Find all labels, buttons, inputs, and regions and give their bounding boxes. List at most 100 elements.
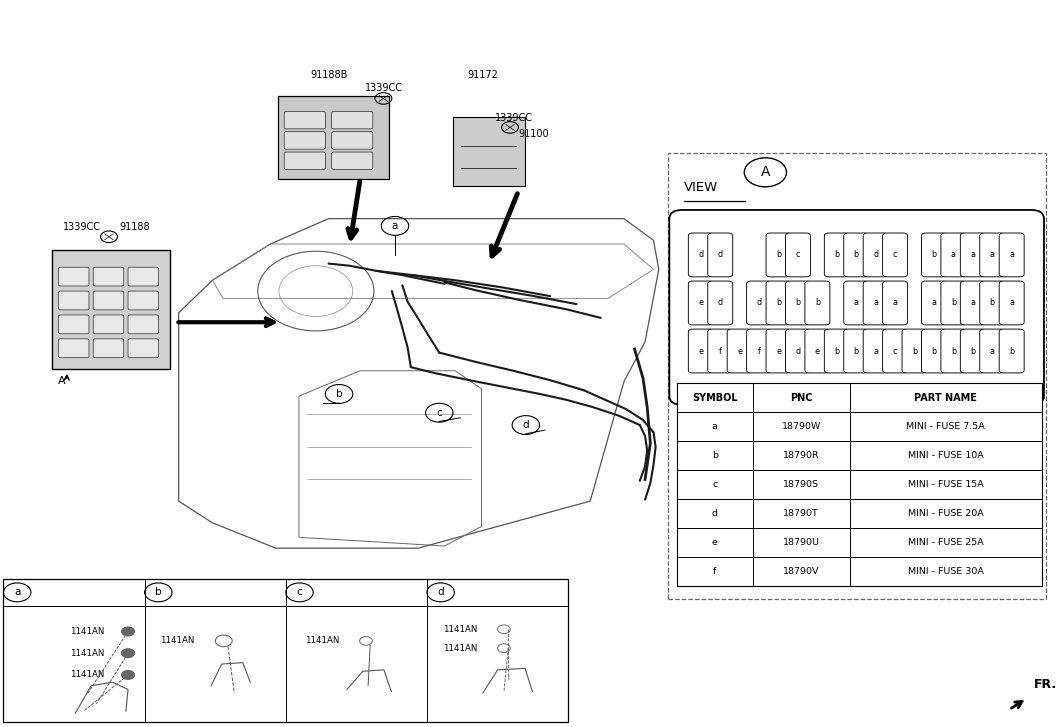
Text: MINI - FUSE 20A: MINI - FUSE 20A bbox=[908, 509, 983, 518]
FancyBboxPatch shape bbox=[94, 291, 123, 310]
FancyBboxPatch shape bbox=[882, 329, 908, 373]
Text: f: f bbox=[758, 347, 760, 356]
Text: b: b bbox=[795, 299, 800, 308]
FancyBboxPatch shape bbox=[128, 315, 158, 334]
FancyBboxPatch shape bbox=[284, 152, 325, 169]
FancyBboxPatch shape bbox=[960, 233, 985, 277]
FancyBboxPatch shape bbox=[58, 339, 89, 358]
Circle shape bbox=[121, 648, 134, 657]
FancyBboxPatch shape bbox=[58, 268, 89, 286]
Text: d: d bbox=[795, 347, 800, 356]
FancyBboxPatch shape bbox=[746, 281, 772, 325]
FancyBboxPatch shape bbox=[960, 329, 985, 373]
Text: FR.: FR. bbox=[1033, 678, 1057, 691]
Text: 91188: 91188 bbox=[119, 222, 150, 232]
FancyBboxPatch shape bbox=[453, 117, 525, 186]
FancyBboxPatch shape bbox=[844, 329, 868, 373]
FancyBboxPatch shape bbox=[941, 281, 966, 325]
Text: a: a bbox=[392, 221, 399, 231]
Text: 1141AN: 1141AN bbox=[70, 627, 104, 636]
FancyBboxPatch shape bbox=[128, 291, 158, 310]
Text: 1339CC: 1339CC bbox=[63, 222, 101, 232]
FancyBboxPatch shape bbox=[844, 281, 868, 325]
Text: a: a bbox=[971, 299, 976, 308]
Text: c: c bbox=[796, 250, 800, 260]
Text: a: a bbox=[951, 250, 956, 260]
Text: 1339CC: 1339CC bbox=[495, 113, 534, 123]
Text: MINI - FUSE 25A: MINI - FUSE 25A bbox=[908, 538, 983, 547]
FancyBboxPatch shape bbox=[689, 329, 713, 373]
Text: d: d bbox=[873, 250, 878, 260]
FancyBboxPatch shape bbox=[58, 291, 89, 310]
FancyBboxPatch shape bbox=[999, 281, 1024, 325]
FancyBboxPatch shape bbox=[844, 233, 868, 277]
Text: a: a bbox=[990, 347, 995, 356]
Text: 18790U: 18790U bbox=[782, 538, 820, 547]
FancyBboxPatch shape bbox=[332, 152, 373, 169]
FancyBboxPatch shape bbox=[824, 233, 849, 277]
Text: 18790R: 18790R bbox=[783, 451, 820, 460]
Text: a: a bbox=[971, 250, 976, 260]
FancyBboxPatch shape bbox=[708, 281, 732, 325]
Text: c: c bbox=[437, 408, 442, 418]
FancyBboxPatch shape bbox=[960, 281, 985, 325]
FancyBboxPatch shape bbox=[805, 281, 830, 325]
FancyBboxPatch shape bbox=[999, 329, 1024, 373]
FancyBboxPatch shape bbox=[708, 233, 732, 277]
FancyBboxPatch shape bbox=[941, 329, 966, 373]
Text: 1141AN: 1141AN bbox=[305, 636, 339, 646]
Text: VIEW: VIEW bbox=[685, 181, 719, 194]
Text: b: b bbox=[155, 587, 162, 598]
FancyBboxPatch shape bbox=[332, 132, 373, 149]
Text: d: d bbox=[757, 299, 762, 308]
Text: 18790T: 18790T bbox=[783, 509, 820, 518]
Text: 91188B: 91188B bbox=[310, 70, 348, 79]
Text: b: b bbox=[990, 299, 995, 308]
Text: b: b bbox=[776, 250, 781, 260]
Bar bbox=[3, 579, 568, 722]
Text: c: c bbox=[893, 347, 897, 356]
FancyBboxPatch shape bbox=[786, 329, 810, 373]
Text: a: a bbox=[1009, 299, 1014, 308]
FancyBboxPatch shape bbox=[708, 329, 732, 373]
FancyBboxPatch shape bbox=[882, 233, 908, 277]
Text: 91100: 91100 bbox=[519, 129, 550, 139]
FancyBboxPatch shape bbox=[863, 329, 889, 373]
FancyBboxPatch shape bbox=[980, 281, 1005, 325]
Text: b: b bbox=[776, 299, 781, 308]
Text: b: b bbox=[950, 299, 956, 308]
FancyBboxPatch shape bbox=[94, 315, 123, 334]
Text: 1141AN: 1141AN bbox=[70, 648, 104, 658]
Text: 1141AN: 1141AN bbox=[442, 643, 477, 653]
FancyBboxPatch shape bbox=[670, 210, 1044, 405]
FancyBboxPatch shape bbox=[980, 329, 1005, 373]
Text: a: a bbox=[873, 347, 878, 356]
FancyBboxPatch shape bbox=[766, 329, 791, 373]
Text: a: a bbox=[893, 299, 897, 308]
FancyBboxPatch shape bbox=[689, 281, 713, 325]
Text: 1141AN: 1141AN bbox=[161, 636, 195, 646]
Text: 91172: 91172 bbox=[468, 70, 499, 79]
Text: b: b bbox=[336, 389, 342, 399]
Text: PART NAME: PART NAME bbox=[914, 393, 977, 403]
Text: a: a bbox=[1009, 250, 1014, 260]
Text: b: b bbox=[854, 347, 859, 356]
Text: MINI - FUSE 7.5A: MINI - FUSE 7.5A bbox=[907, 422, 985, 431]
FancyBboxPatch shape bbox=[922, 281, 946, 325]
Text: 18790S: 18790S bbox=[783, 480, 820, 489]
FancyBboxPatch shape bbox=[882, 281, 908, 325]
FancyBboxPatch shape bbox=[766, 233, 791, 277]
Text: SYMBOL: SYMBOL bbox=[692, 393, 738, 403]
Text: e: e bbox=[815, 347, 820, 356]
FancyBboxPatch shape bbox=[922, 233, 946, 277]
Text: e: e bbox=[698, 347, 704, 356]
Text: 18790V: 18790V bbox=[783, 567, 820, 576]
FancyBboxPatch shape bbox=[58, 315, 89, 334]
FancyBboxPatch shape bbox=[746, 329, 772, 373]
Text: 1141AN: 1141AN bbox=[70, 670, 104, 680]
FancyBboxPatch shape bbox=[766, 281, 791, 325]
Text: b: b bbox=[834, 250, 840, 260]
Text: a: a bbox=[712, 422, 718, 431]
Bar bbox=[669, 153, 1046, 599]
FancyBboxPatch shape bbox=[94, 268, 123, 286]
